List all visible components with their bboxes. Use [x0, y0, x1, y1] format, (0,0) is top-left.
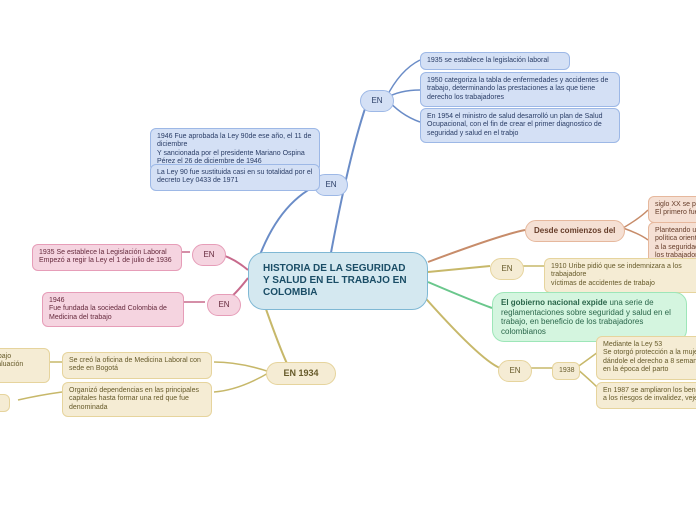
branch-top-en: EN	[360, 90, 394, 112]
leaf-top-1: 1935 se establece la legislación laboral	[420, 52, 570, 70]
leaf-yellow-sub1: dentes de trabajo al Y de su evaluación …	[0, 348, 50, 383]
leaf-rightyellow: 1910 Uribe pidió que se indemnizara a lo…	[544, 258, 696, 293]
central-node: HISTORIA DE LA SEGURIDAD Y SALUD EN EL T…	[248, 252, 428, 310]
branch-pink2-en: EN	[207, 294, 241, 316]
leaf-yellow-1: Se creó la oficina de Medicina Laboral c…	[62, 352, 212, 379]
leaf-yellow-2: Organizó dependencias en las principales…	[62, 382, 212, 417]
leaf-yellow-sub2: ndustrial	[0, 394, 10, 412]
leaf-top-3: En 1954 el ministro de salud desarrolló …	[420, 108, 620, 143]
leaf-rightyellow2-1: Mediante la Ley 53 Se otorgó protección …	[596, 336, 696, 380]
branch-yellow-1934: EN 1934	[266, 362, 336, 385]
leaf-leftblue-2: La Ley 90 fue sustituida casi en su tota…	[150, 164, 320, 191]
leaf-pink1: 1935 Se establece la Legislación Laboral…	[32, 244, 182, 271]
branch-green: El gobierno nacional expide El gobierno …	[492, 292, 687, 342]
leaf-orange-1: siglo XX se present El primero fue Rafa	[648, 196, 696, 223]
branch-rightyellow2-en: EN	[498, 360, 532, 382]
leaf-pink2: 1946 Fue fundada la sociedad Colombia de…	[42, 292, 184, 327]
leaf-top-2: 1950 categoriza la tabla de enfermedades…	[420, 72, 620, 107]
leaf-year-1938: 1938	[552, 362, 580, 380]
branch-orange-title: Desde comienzos del	[525, 220, 625, 242]
branch-rightyellow-en: EN	[490, 258, 524, 280]
leaf-rightyellow2-2: En 1987 se ampliaron los beneficios a lo…	[596, 382, 696, 409]
branch-pink1-en: EN	[192, 244, 226, 266]
